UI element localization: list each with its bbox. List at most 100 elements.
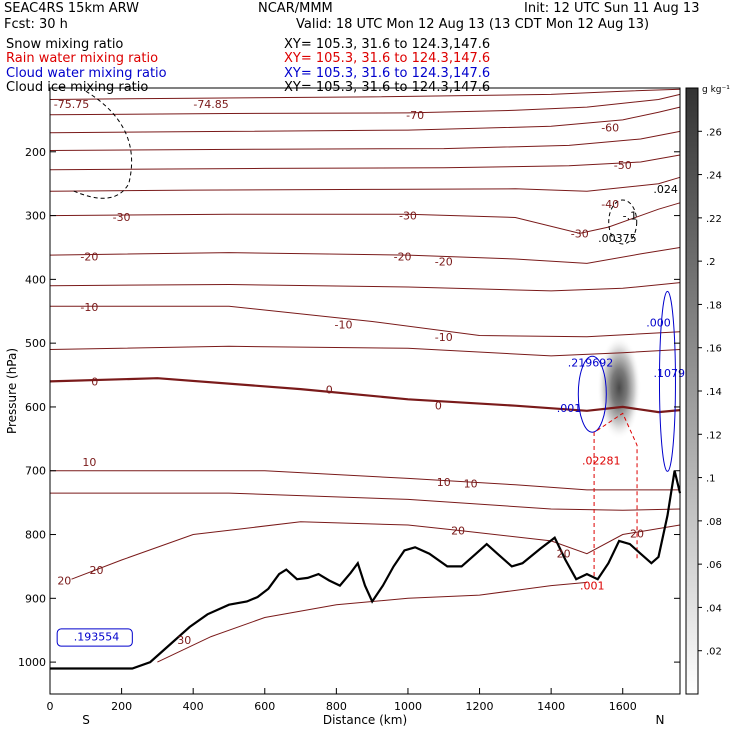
maximum-value-label: .024 <box>653 183 678 196</box>
maximum-value-label: -.1 <box>623 210 637 223</box>
y-tick-label: 700 <box>25 465 46 478</box>
colorbar-tick-label: .14 <box>706 387 722 398</box>
isotherm-label: -40 <box>601 198 619 211</box>
isotherm-line-7 <box>49 247 681 264</box>
isotherm-line-14 <box>157 581 587 663</box>
isotherm-line-5 <box>49 176 681 192</box>
maximum-value-label: .1079 <box>654 367 686 380</box>
isotherm-label: -10 <box>335 319 353 332</box>
maximum-value-label: .001 <box>580 580 605 593</box>
y-tick-label: 600 <box>25 401 46 414</box>
isotherm-line-8 <box>49 282 681 292</box>
isotherm-label: 20 <box>90 564 104 577</box>
x-tick-label: 1000 <box>394 700 422 713</box>
isotherm-line-2 <box>49 106 681 134</box>
y-tick-label: 1000 <box>18 656 46 669</box>
cloud-ice-contour <box>608 199 638 245</box>
x-tick-label: 400 <box>183 700 204 713</box>
isotherm-label: 20 <box>630 527 644 540</box>
terrain-line <box>50 470 682 670</box>
isotherm-label: 0 <box>326 384 333 397</box>
x-tick-label: 1600 <box>609 700 637 713</box>
snow-shading <box>597 335 642 440</box>
south-endpoint-label: S <box>82 713 90 727</box>
colorbar-tick-label: .22 <box>706 214 722 225</box>
field-snow-xy: XY= 105.3, 31.6 to 124.3,147.6 <box>284 37 491 52</box>
y-tick-label: 300 <box>25 210 46 223</box>
cloud-water-contour-south <box>56 628 133 647</box>
isotherm-label: 20 <box>451 525 465 538</box>
colorbar-tick-label: .16 <box>706 344 722 355</box>
colorbar-tick-label: .1 <box>706 474 716 485</box>
north-endpoint-label: N <box>656 713 665 727</box>
isotherm-label: 10 <box>82 456 96 469</box>
x-tick-label: 0 <box>47 700 54 713</box>
field-cloud-water-name: Cloud water mixing ratio <box>6 66 167 81</box>
maximum-value-label: .000 <box>646 317 671 330</box>
y-tick-label: 800 <box>25 529 46 542</box>
maximum-value-label: .193554 <box>74 631 120 644</box>
field-cloud-water-xy: XY= 105.3, 31.6 to 124.3,147.6 <box>284 66 491 81</box>
maximum-value-label: .219692 <box>568 356 614 369</box>
cloud-water-contour-north <box>658 290 676 472</box>
maximum-value-label: .001 <box>557 402 582 415</box>
isotherm-line-10 <box>49 345 681 357</box>
isotherm-label: -75.75 <box>54 98 89 111</box>
isotherm-label: 0 <box>91 375 98 388</box>
colorbar-tick-label: .02 <box>706 647 722 658</box>
isotherm-line-3 <box>49 130 681 151</box>
isotherm-label: -60 <box>601 122 619 135</box>
x-tick-label: 600 <box>254 700 275 713</box>
freezing-level-line <box>49 377 681 414</box>
cloud-ice-contour-upper <box>71 90 133 199</box>
x-axis-title: Distance (km) <box>323 713 407 727</box>
valid-time: Valid: 18 UTC Mon 12 Aug 13 (13 CDT Mon … <box>296 17 650 32</box>
colorbar-tick-label: .04 <box>706 603 722 614</box>
model-name: SEAC4RS 15km ARW <box>4 1 140 16</box>
x-tick-label: 1400 <box>537 700 565 713</box>
isotherm-label: -20 <box>394 250 412 263</box>
y-axis-title: Pressure (hPa) <box>5 348 19 434</box>
colorbar-tick-label: .08 <box>706 517 722 528</box>
isotherm-label: 10 <box>464 477 478 490</box>
field-rain-xy: XY= 105.3, 31.6 to 124.3,147.6 <box>284 51 491 66</box>
x-tick-label: 200 <box>111 700 132 713</box>
y-tick-label: 400 <box>25 273 46 286</box>
isotherm-label: 10 <box>437 476 451 489</box>
isotherm-label: -50 <box>614 159 632 172</box>
colorbar-tick-label: .18 <box>706 300 722 311</box>
maximum-value-label: .02281 <box>582 455 621 468</box>
colorbar <box>685 87 699 695</box>
center-name: NCAR/MMM <box>258 1 333 16</box>
isotherm-label: -74.85 <box>193 98 228 111</box>
isotherm-label: 20 <box>57 574 71 587</box>
y-tick-label: 200 <box>25 146 46 159</box>
field-rain-name: Rain water mixing ratio <box>6 51 159 66</box>
isotherm-label: -20 <box>80 250 98 263</box>
plot-frame <box>49 87 681 695</box>
isotherm-label: -30 <box>571 227 589 240</box>
isotherm-label: -70 <box>406 109 424 122</box>
isotherm-line-1 <box>49 93 681 116</box>
forecast-hour: Fcst: 30 h <box>4 17 68 32</box>
isotherm-line-6 <box>49 202 681 234</box>
isotherm-label: -10 <box>435 331 453 344</box>
colorbar-tick-label: .24 <box>706 171 722 182</box>
isotherm-line-13 <box>71 521 681 580</box>
x-tick-label: 800 <box>326 700 347 713</box>
y-tick-label: 900 <box>25 592 46 605</box>
isotherm-label: -20 <box>435 256 453 269</box>
colorbar-tick-label: .2 <box>706 257 716 268</box>
colorbar-tick-label: .06 <box>706 560 722 571</box>
y-tick-label: 500 <box>25 337 46 350</box>
rain-water-contour <box>593 412 638 576</box>
colorbar-tick-label: .12 <box>706 430 722 441</box>
isotherm-label: 0 <box>435 400 442 413</box>
x-tick-label: 1200 <box>466 700 494 713</box>
colorbar-unit: g kg⁻¹ <box>702 85 730 95</box>
isotherm-label: -30 <box>399 210 417 223</box>
isotherm-line-9 <box>50 305 681 338</box>
isotherm-line-0 <box>49 88 681 100</box>
isotherm-label: 20 <box>557 548 571 561</box>
